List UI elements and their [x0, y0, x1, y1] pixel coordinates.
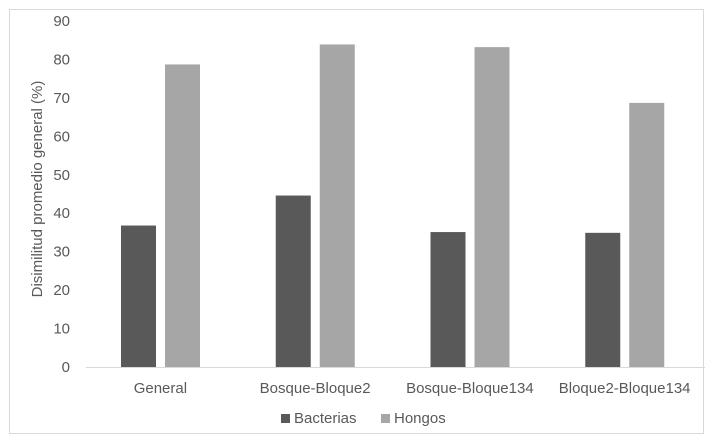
- bar-bacterias-2: [430, 232, 466, 367]
- bar-hongos-1: [319, 44, 355, 367]
- bar-hongos-3: [629, 102, 665, 368]
- y-tick-label: 70: [53, 90, 70, 107]
- legend-swatch-bacterias: [281, 414, 290, 423]
- x-category-label: General: [134, 380, 187, 397]
- y-tick-label: 0: [62, 359, 70, 376]
- plot-area: [86, 44, 705, 368]
- y-axis-ticks: 0 10 20 30 40 50 60 70 80 90: [53, 13, 70, 376]
- bar-hongos-2: [474, 47, 510, 368]
- y-tick-label: 50: [53, 167, 70, 184]
- legend-label-hongos: Hongos: [394, 410, 446, 427]
- bar-hongos-0: [165, 64, 200, 367]
- legend-swatch-hongos: [381, 414, 390, 423]
- y-tick-label: 90: [53, 13, 70, 30]
- y-tick-label: 40: [53, 205, 70, 222]
- y-tick-label: 60: [53, 128, 70, 145]
- y-tick-label: 10: [53, 321, 70, 338]
- bar-bacterias-1: [275, 195, 311, 367]
- x-axis-categories: General Bosque-Bloque2 Bosque-Bloque134 Blo…: [134, 380, 691, 397]
- y-axis-title: Disimilitud promedio general (%): [29, 81, 46, 298]
- y-tick-label: 80: [53, 51, 70, 68]
- bar-bacterias-3: [585, 232, 621, 367]
- legend: Bacterias Hongos: [281, 410, 446, 427]
- x-category-label: Bosque-Bloque2: [260, 380, 371, 397]
- y-tick-label: 20: [53, 282, 70, 299]
- bar-bacterias-0: [121, 225, 156, 367]
- y-tick-label: 30: [53, 244, 70, 261]
- chart-frame: [9, 9, 704, 434]
- x-category-label: Bosque-Bloque134: [406, 380, 534, 397]
- legend-label-bacterias: Bacterias: [294, 410, 357, 427]
- x-category-label: Bloque2-Bloque134: [559, 380, 691, 397]
